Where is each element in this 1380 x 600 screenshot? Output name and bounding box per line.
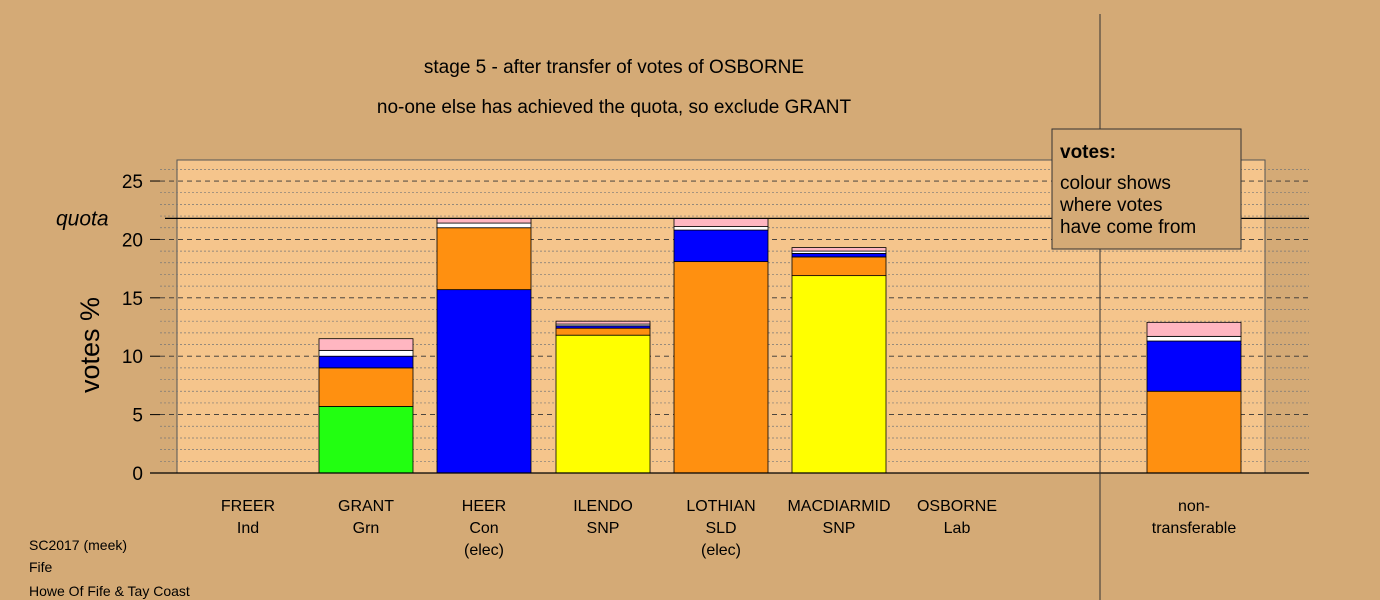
y-tick-label: 0 — [132, 464, 143, 485]
category-party-label: SNP — [823, 520, 856, 537]
bar-segment — [673, 229, 769, 263]
x-axis-labels: FREER Ind GRANT Grn HEER Con (elec) ILENDO SNP LO… — [221, 498, 1236, 559]
legend-line-1: colour shows — [1060, 173, 1171, 194]
bar-segment — [436, 217, 532, 224]
category-party-label: transferable — [1152, 520, 1237, 537]
category-name-label: FREER — [221, 498, 275, 515]
bars — [318, 217, 1242, 474]
bar-segment — [555, 327, 651, 336]
bar-segment — [436, 227, 532, 291]
footer-line-1: SC2017 (meek) — [29, 537, 127, 553]
bar-segment — [318, 338, 414, 351]
category-name-label: ILENDO — [573, 498, 633, 515]
bar-segment — [555, 320, 651, 325]
footer-line-2: Fife — [29, 559, 53, 575]
bar-segment — [673, 261, 769, 474]
footer-line-3: Howe Of Fife & Tay Coast — [29, 583, 190, 599]
bar-segment — [436, 222, 532, 229]
bar-segment — [791, 253, 887, 258]
legend-title: votes: — [1060, 142, 1116, 163]
category-name-label: LOTHIAN — [686, 498, 755, 515]
category-name-label: MACDIARMID — [787, 498, 890, 515]
category-name-label: GRANT — [338, 498, 394, 515]
bar-segment — [673, 217, 769, 227]
bar-segment — [1146, 340, 1242, 392]
chart-subtitle: no-one else has achieved the quota, so e… — [377, 97, 852, 118]
category-party-label: Ind — [237, 520, 259, 537]
y-tick-label: 25 — [122, 172, 143, 193]
chart-title: stage 5 - after transfer of votes of OSB… — [424, 57, 804, 78]
bar-segment — [1146, 321, 1242, 337]
legend-line-3: have come from — [1060, 217, 1196, 238]
category-party-label: Grn — [353, 520, 380, 537]
bar-segment — [555, 334, 651, 474]
y-tick-label: 5 — [132, 406, 143, 427]
bar-segment — [1146, 335, 1242, 342]
bar-segment — [791, 247, 887, 252]
bar-segment — [318, 367, 414, 407]
category-name-label: OSBORNE — [917, 498, 997, 515]
bar-segment — [1146, 390, 1242, 474]
bar-segment — [318, 406, 414, 474]
y-tick-label: 15 — [122, 289, 143, 310]
legend: votes: colour shows where votes have com… — [1051, 128, 1242, 250]
bar-segment — [318, 349, 414, 357]
legend-box — [1051, 128, 1242, 250]
category-party-label: Con — [469, 520, 498, 537]
y-axis-label: votes % — [75, 297, 105, 393]
y-tick-label: 10 — [122, 347, 143, 368]
quota-label: quota — [56, 207, 109, 230]
bar-segment — [673, 226, 769, 231]
bar-segment — [791, 275, 887, 474]
category-name-label: non- — [1178, 498, 1210, 515]
category-name-label: HEER — [462, 498, 506, 515]
legend-line-2: where votes — [1059, 195, 1162, 216]
bar-segment — [318, 355, 414, 369]
y-tick-label: 20 — [122, 230, 143, 251]
category-party-label: SNP — [587, 520, 620, 537]
y-axis: 0 5 10 15 20 25 — [122, 172, 160, 485]
category-party-label: SLD — [705, 520, 736, 537]
category-party-label: Lab — [944, 520, 971, 537]
category-note-label: (elec) — [464, 542, 504, 559]
category-note-label: (elec) — [701, 542, 741, 559]
bar-segment — [436, 289, 532, 474]
bar-segment — [791, 256, 887, 277]
